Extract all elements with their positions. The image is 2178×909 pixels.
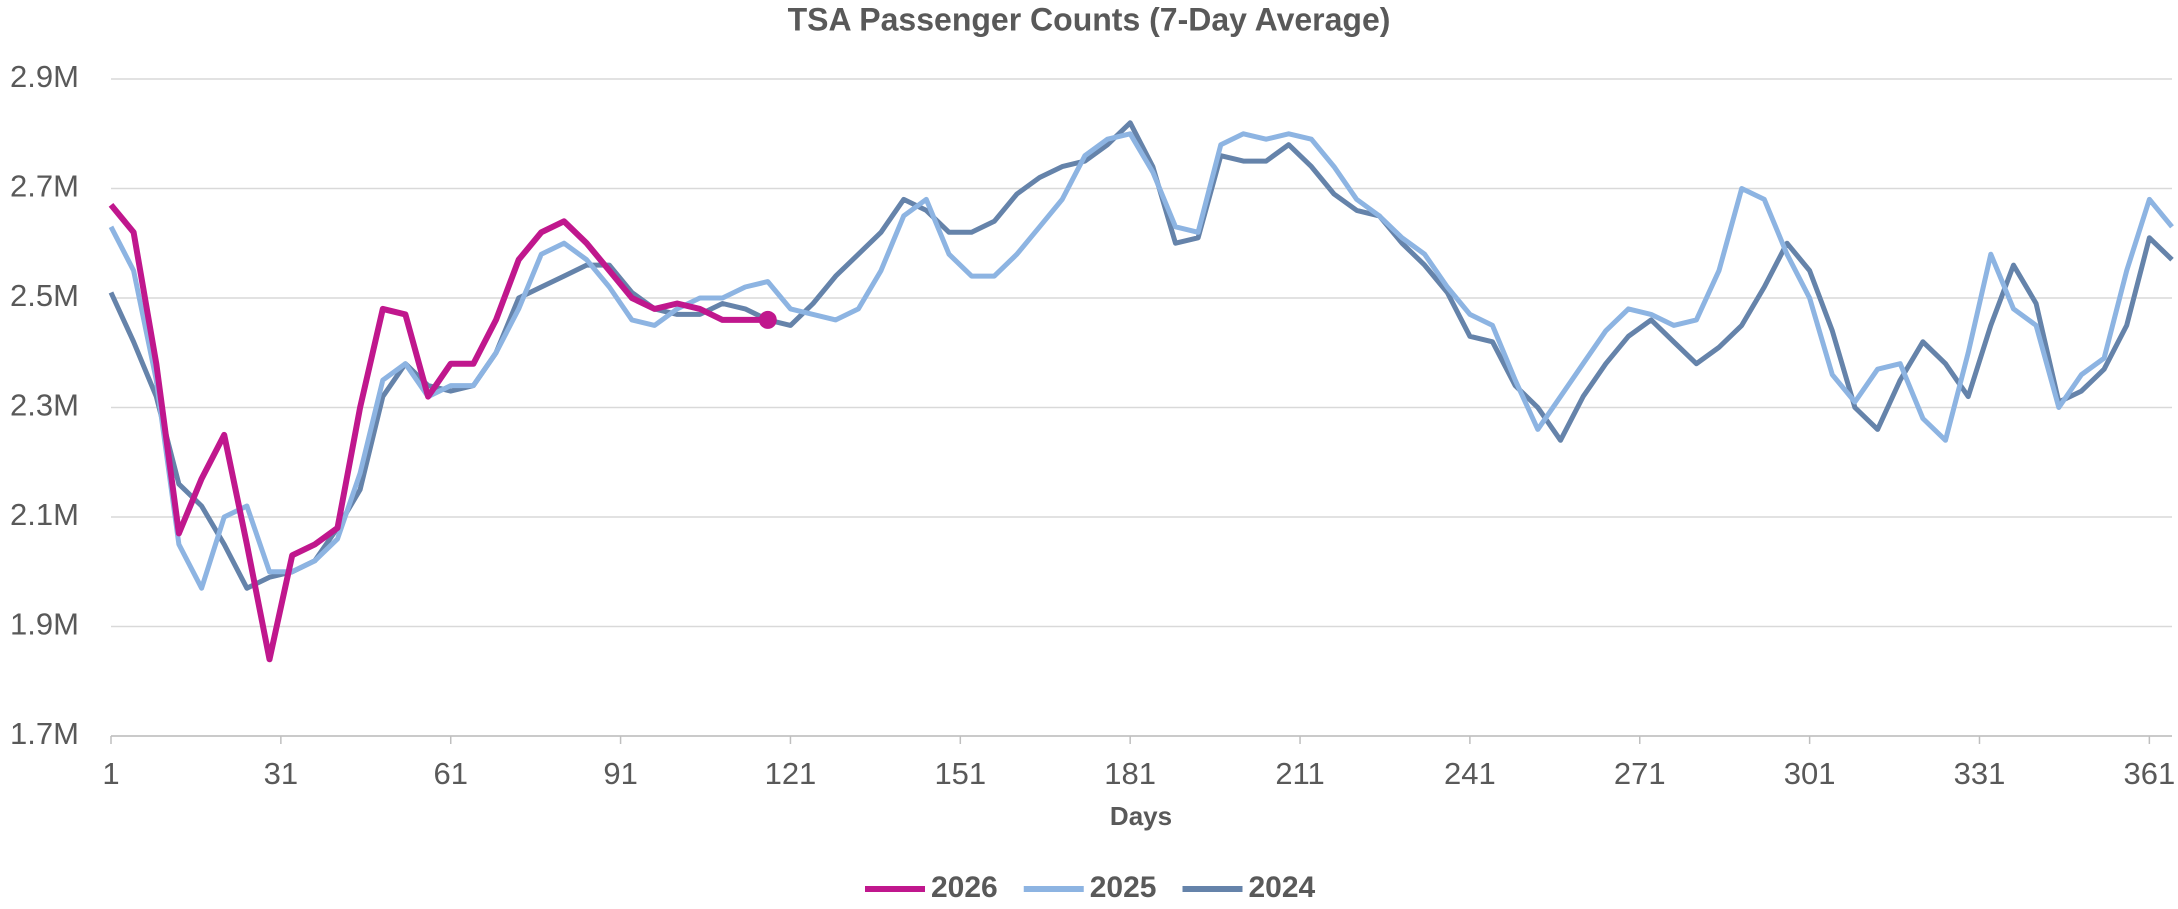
x-axis-label: Days xyxy=(1110,801,1172,831)
x-tick-label: 211 xyxy=(1275,756,1324,791)
line-2026 xyxy=(108,202,768,663)
end-marker xyxy=(758,310,777,329)
x-tick-label: 91 xyxy=(603,756,637,791)
x-tick-label: 61 xyxy=(433,756,467,791)
x-tick-label: 181 xyxy=(1104,756,1156,791)
line-2025 xyxy=(108,131,2174,591)
y-tick-label: 1.7M xyxy=(10,716,79,751)
y-tick-label: 2.1M xyxy=(10,497,79,532)
line-2024 xyxy=(108,120,2174,591)
x-tick-label: 331 xyxy=(1954,756,2006,791)
x-tick-label: 151 xyxy=(934,756,986,791)
x-tick-label: 361 xyxy=(2123,756,2175,791)
y-tick-label: 2.7M xyxy=(10,169,79,204)
x-tick-label: 271 xyxy=(1614,756,1666,791)
x-tick-label: 301 xyxy=(1784,756,1836,791)
y-tick-label: 1.9M xyxy=(10,607,79,642)
y-tick-label: 2.3M xyxy=(10,388,79,423)
x-tick-label: 121 xyxy=(765,756,817,791)
legend-label: 2025 xyxy=(1090,871,1157,904)
chart-title: TSA Passenger Counts (7-Day Average) xyxy=(788,1,1391,37)
legend-label: 2024 xyxy=(1249,871,1316,904)
x-tick-label: 241 xyxy=(1444,756,1496,791)
y-tick-label: 2.5M xyxy=(10,278,79,313)
legend-label: 2026 xyxy=(931,871,998,904)
x-tick-label: 1 xyxy=(102,756,119,791)
y-tick-label: 2.9M xyxy=(10,59,79,94)
x-tick-label: 31 xyxy=(264,756,298,791)
